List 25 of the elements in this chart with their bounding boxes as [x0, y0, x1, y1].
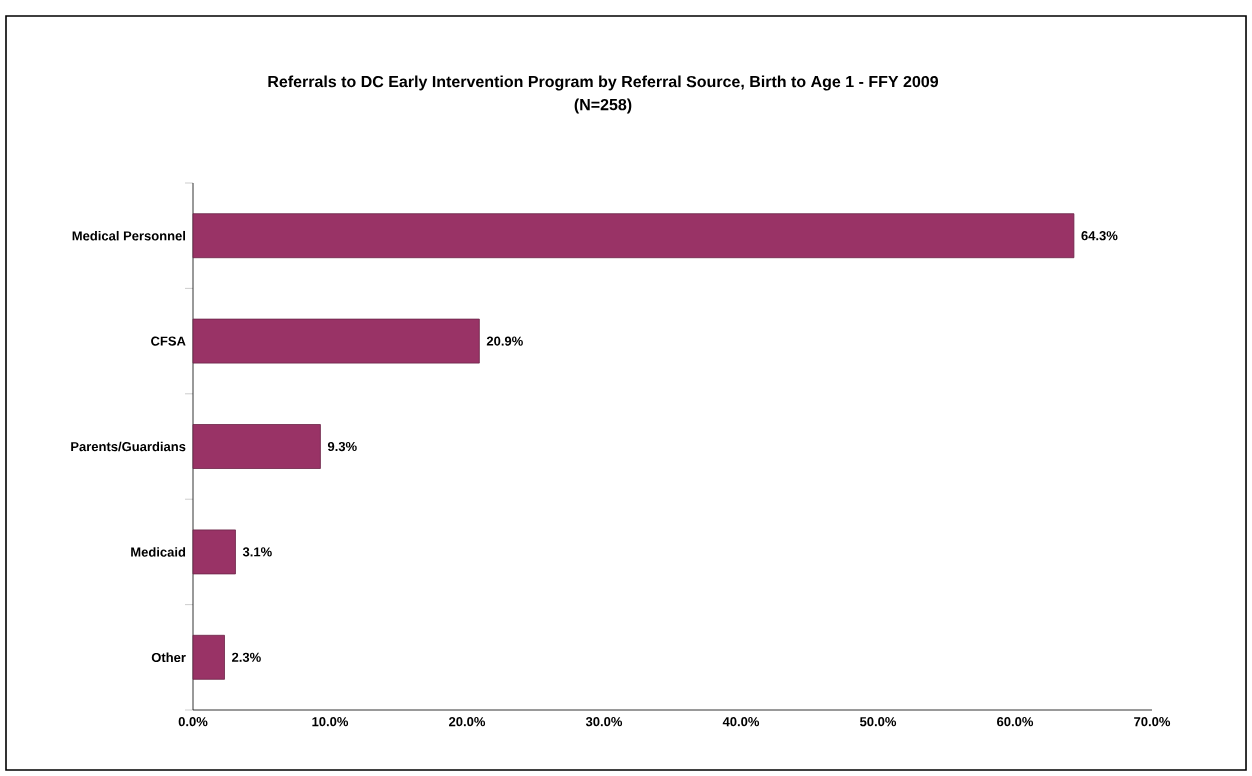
x-tick-label: 40.0% [722, 717, 760, 727]
y-tick-label: Other [151, 652, 186, 663]
y-tick-label: CFSA [151, 336, 186, 346]
x-tick-label: 30.0% [585, 717, 623, 727]
y-tick-label: Parents/Guardians [71, 441, 186, 452]
x-tick-label: 20.0% [449, 717, 486, 727]
bar [192, 318, 480, 364]
data-label: 2.3% [232, 652, 261, 662]
data-label: 9.3% [327, 441, 357, 452]
bar [192, 529, 236, 575]
x-tick-label: 10.0% [312, 717, 349, 727]
y-tick-label: Medical Personnel [72, 230, 186, 241]
bar [192, 213, 1075, 259]
bar [192, 634, 225, 680]
chart-subtitle: (N=258) [574, 98, 632, 114]
y-tick-label: Medicaid [131, 547, 186, 557]
x-tick-label: 60.0% [997, 717, 1034, 727]
data-label: 20.9% [486, 336, 523, 346]
data-label: 3.1% [242, 547, 272, 557]
x-tick-label: 70.0% [1134, 717, 1171, 727]
bar [192, 424, 321, 469]
data-label: 64.3% [1081, 231, 1118, 241]
chart-title: Referrals to DC Early Intervention Program by Referral Source, Birth to Age 1 - FFY 2009 [268, 75, 939, 91]
x-tick-label: 0.0% [178, 717, 208, 727]
x-tick-label: 50.0% [859, 717, 897, 727]
